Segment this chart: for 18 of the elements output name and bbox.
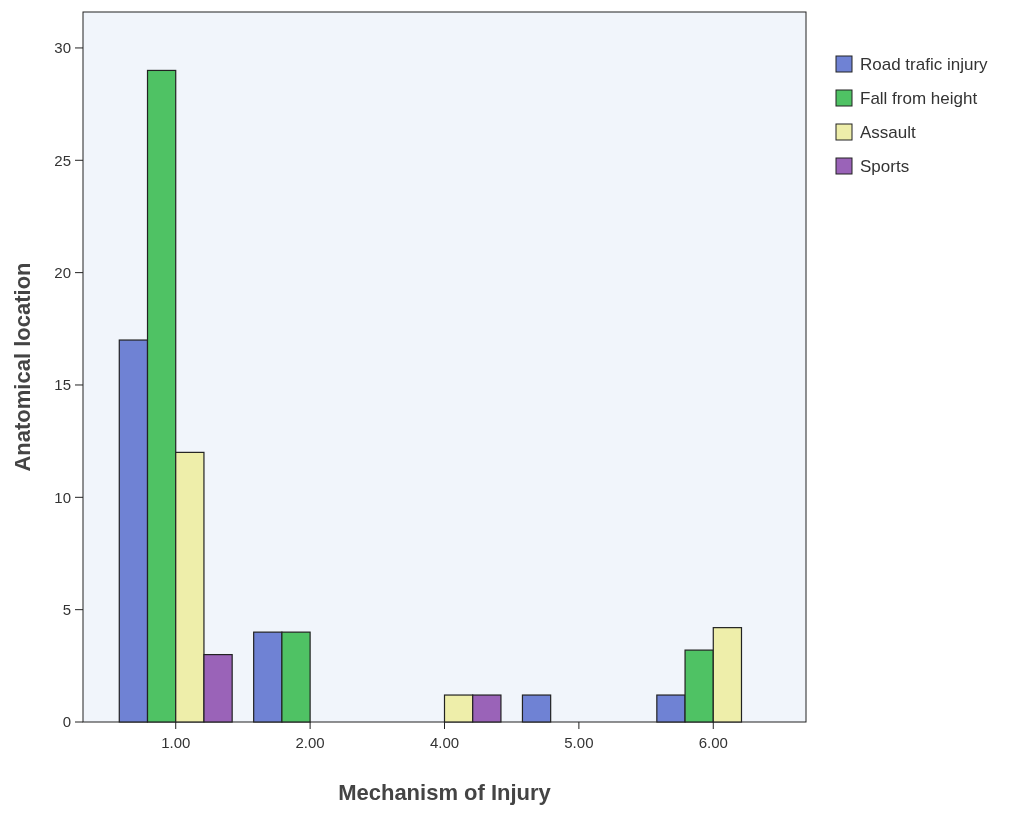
x-axis-title: Mechanism of Injury	[338, 780, 552, 805]
y-axis-title: Anatomical location	[10, 262, 35, 472]
y-tick-label: 5	[62, 600, 71, 618]
x-tick-label: 4.00	[429, 734, 460, 751]
y-tick-label: 10	[54, 488, 71, 506]
y-tick-label: 30	[54, 39, 71, 57]
legend-label: Assault	[860, 122, 917, 142]
y-tick-label: 15	[54, 376, 71, 394]
x-tick-label: 2.00	[295, 734, 325, 751]
legend-label: Fall from height	[860, 88, 978, 108]
x-tick-label: 6.00	[698, 734, 728, 751]
x-tick-label: 5.00	[564, 734, 594, 751]
y-tick-label: 25	[54, 151, 71, 169]
legend-label: Sports	[860, 156, 910, 176]
legend-label: Road trafic injury	[860, 54, 989, 74]
y-tick-label: 20	[54, 263, 71, 281]
x-tick-label: 1.00	[161, 734, 191, 751]
y-tick-label: 0	[62, 713, 71, 731]
